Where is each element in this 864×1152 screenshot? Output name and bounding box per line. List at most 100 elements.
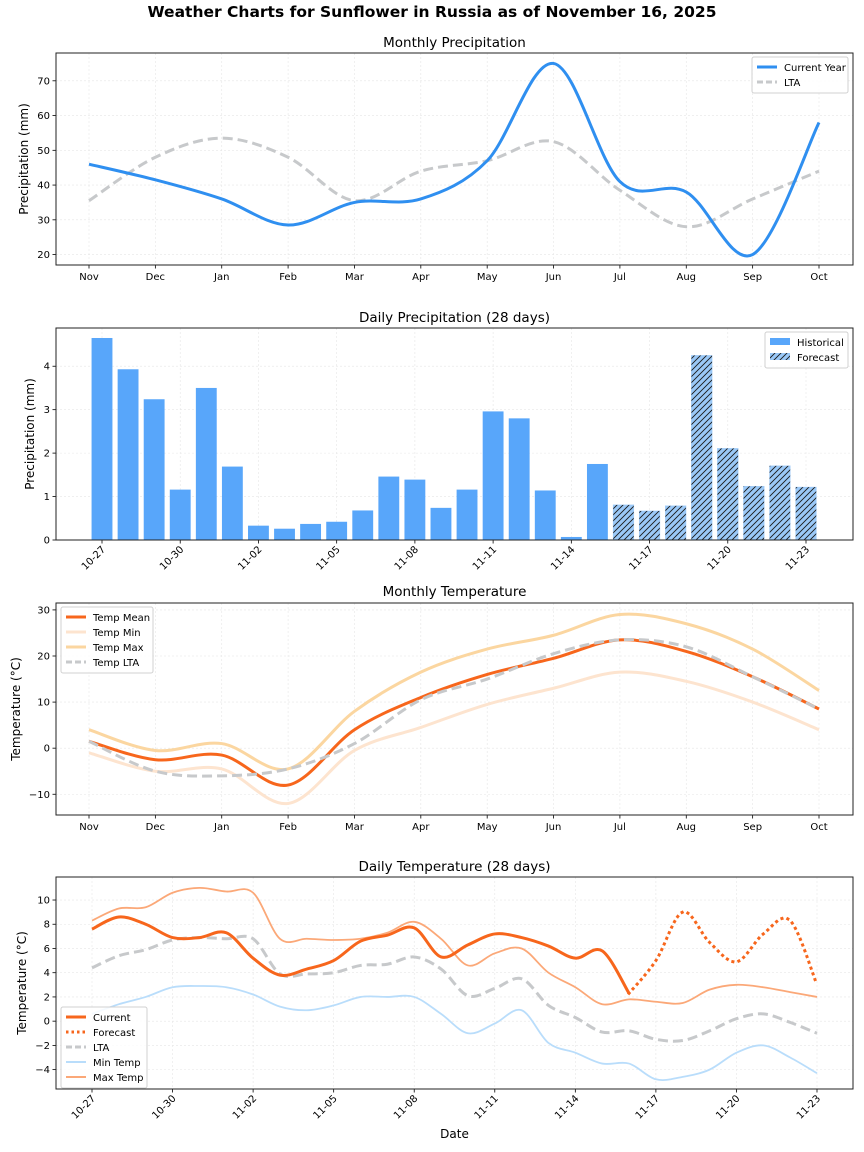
y-tick-label: 8 — [44, 920, 50, 931]
y-tick-label: 6 — [44, 944, 50, 955]
x-tick-label: Mar — [345, 272, 365, 283]
x-tick-label: Jul — [613, 822, 626, 833]
historical-bar — [117, 369, 139, 540]
y-tick-label: 30 — [37, 215, 50, 226]
x-tick-label: 10-27 — [80, 544, 108, 572]
y-tick-label: 20 — [37, 652, 50, 663]
daily-temperature-chart: Daily Temperature (28 days) Temperature (… — [15, 859, 854, 1141]
historical-bar — [274, 528, 295, 540]
historical-bar — [508, 418, 530, 540]
forecast-bar — [691, 355, 713, 541]
x-tick-label: 11-17 — [634, 1093, 662, 1121]
historical-bar — [456, 489, 478, 540]
x-tick-label: 11-02 — [236, 544, 264, 572]
x-tick-label: Nov — [79, 272, 99, 283]
forecast-bar — [769, 465, 791, 541]
historical-bar — [430, 507, 452, 540]
legend-label: Temp Mean — [92, 613, 150, 624]
y-tick-label: 2 — [44, 449, 50, 460]
x-tick-label: Sep — [743, 272, 762, 283]
y-axis-label: Precipitation (mm) — [23, 378, 37, 490]
x-tick-label: 11-08 — [393, 544, 421, 572]
forecast-bar — [717, 448, 739, 541]
x-tick-label: 11-14 — [553, 1093, 581, 1121]
legend-label: Min Temp — [93, 1058, 141, 1069]
x-tick-label: Oct — [810, 272, 827, 283]
x-tick-label: 11-17 — [627, 544, 655, 572]
x-tick-label: Apr — [412, 822, 430, 833]
forecast-bar — [795, 486, 817, 541]
historical-bar — [221, 466, 243, 540]
y-axis-label: Temperature (°C) — [15, 931, 29, 1036]
historical-bar — [352, 510, 374, 540]
x-tick-label: 11-11 — [473, 1093, 501, 1121]
x-tick-label: 11-05 — [311, 1093, 339, 1121]
x-tick-label: Aug — [677, 272, 697, 283]
x-tick-label: May — [477, 272, 498, 283]
series-line-forecast — [626, 910, 819, 996]
historical-bar — [378, 476, 400, 540]
y-tick-label: 0 — [44, 744, 50, 755]
y-tick-label: 4 — [44, 968, 50, 979]
historical-bar — [169, 489, 191, 540]
chart-title: Daily Temperature (28 days) — [358, 859, 550, 875]
historical-bar — [248, 525, 269, 540]
x-tick-label: 11-23 — [795, 1093, 823, 1121]
y-tick-label: 0 — [44, 536, 50, 547]
y-tick-label: 60 — [37, 111, 50, 122]
x-tick-label: 11-14 — [549, 544, 577, 572]
legend-label: Current — [93, 1013, 131, 1024]
series-line-lta — [88, 136, 820, 229]
historical-bar — [482, 411, 504, 540]
x-tick-label: Dec — [146, 272, 165, 283]
series-line-current — [91, 915, 631, 995]
forecast-bar — [743, 485, 765, 541]
x-tick-label: Jan — [213, 272, 229, 283]
monthly-temperature-chart: Monthly Temperature Temperature (°C) −10 0 1… — [9, 584, 854, 833]
legend-label: Temp LTA — [92, 658, 139, 669]
chart-title: Monthly Precipitation — [383, 35, 526, 51]
y-tick-label: 10 — [37, 896, 50, 907]
forecast-bar — [638, 510, 661, 541]
legend-box — [60, 1006, 148, 1089]
x-tick-label: 11-05 — [314, 544, 342, 572]
chart-title: Daily Precipitation (28 days) — [359, 310, 550, 326]
y-tick-label: 50 — [37, 146, 50, 157]
historical-bar — [534, 490, 556, 540]
legend-item: Forecast — [66, 1028, 135, 1039]
x-tick-label: Dec — [146, 822, 165, 833]
legend-label: Historical — [797, 338, 844, 349]
y-tick-label: 3 — [44, 405, 50, 416]
y-tick-label: 2 — [44, 992, 50, 1003]
legend-swatch — [770, 353, 790, 360]
y-tick-label: 1 — [44, 492, 50, 503]
legend-item: Forecast — [770, 353, 839, 364]
x-tick-label: 11-08 — [392, 1093, 420, 1121]
chart-title: Monthly Temperature — [383, 584, 527, 600]
legend-label: Current Year — [784, 63, 847, 74]
y-tick-label: 30 — [37, 605, 50, 616]
historical-bar — [195, 387, 217, 540]
historical-bar — [326, 521, 348, 540]
axes-frame — [55, 327, 854, 541]
x-tick-label: Apr — [412, 272, 430, 283]
legend-label: LTA — [93, 1043, 110, 1054]
y-tick-label: 10 — [37, 698, 50, 709]
legend-item: Current Year — [757, 63, 847, 74]
x-tick-label: 11-20 — [706, 544, 734, 572]
historical-bar — [143, 399, 165, 540]
axes-frame — [55, 876, 854, 1090]
legend-swatch — [770, 338, 790, 345]
x-tick-label: Jun — [545, 822, 562, 833]
series-line-temp-mean — [88, 638, 820, 787]
series-line-current-year — [88, 61, 821, 258]
x-tick-label: Mar — [345, 822, 365, 833]
series-line-lta — [91, 934, 818, 1043]
legend-item: Temp Mean — [66, 613, 150, 624]
legend-item: Max Temp — [66, 1073, 144, 1084]
y-tick-label: 0 — [44, 1017, 50, 1028]
x-tick-label: Feb — [279, 822, 297, 833]
x-tick-label: Nov — [79, 822, 99, 833]
legend-label: Temp Min — [92, 628, 141, 639]
